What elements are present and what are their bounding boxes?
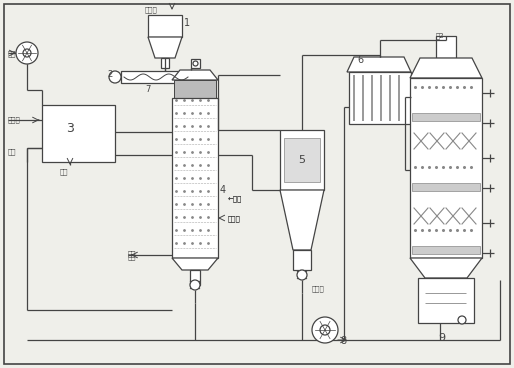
Bar: [161, 58, 169, 68]
Polygon shape: [172, 258, 218, 270]
Bar: [42, 105, 115, 162]
Circle shape: [109, 71, 121, 83]
Text: ←蒸汽: ←蒸汽: [228, 195, 243, 202]
Polygon shape: [410, 258, 482, 278]
Bar: [148, 15, 182, 37]
Circle shape: [193, 61, 198, 66]
Bar: [412, 246, 480, 254]
Polygon shape: [148, 37, 182, 58]
Text: 4: 4: [220, 185, 226, 195]
Circle shape: [16, 42, 38, 64]
Text: ←蒸汽: ←蒸汽: [228, 195, 243, 202]
Text: 锅炉: 锅炉: [128, 253, 137, 259]
Bar: [191, 59, 200, 68]
Text: 燃气: 燃气: [60, 168, 68, 174]
Text: 空气: 空气: [8, 50, 16, 57]
Text: 7: 7: [145, 85, 151, 94]
Polygon shape: [410, 58, 482, 78]
Bar: [412, 113, 480, 121]
Text: 冷凝水: 冷凝水: [228, 215, 241, 222]
Polygon shape: [280, 190, 324, 250]
Bar: [436, 36, 456, 58]
Circle shape: [312, 317, 338, 343]
Polygon shape: [347, 57, 411, 72]
Text: 5: 5: [299, 155, 305, 165]
Text: 排气: 排气: [8, 148, 16, 155]
Bar: [349, 72, 411, 124]
Bar: [412, 183, 480, 191]
Text: 9: 9: [438, 333, 445, 343]
Bar: [172, 98, 218, 258]
Text: 8: 8: [340, 336, 346, 346]
Bar: [293, 250, 311, 270]
Bar: [190, 270, 200, 285]
Bar: [418, 278, 474, 323]
Text: 2: 2: [107, 70, 112, 79]
Text: 出2: 出2: [436, 32, 445, 39]
Bar: [174, 80, 216, 98]
Circle shape: [190, 280, 200, 290]
Bar: [280, 130, 324, 190]
Text: 螺杆泵: 螺杆泵: [145, 6, 158, 13]
Text: 锅炉: 锅炉: [128, 250, 137, 256]
Text: 干料出: 干料出: [312, 285, 325, 291]
Text: 3: 3: [66, 121, 74, 134]
Bar: [121, 71, 191, 83]
Circle shape: [23, 49, 31, 57]
Text: 1: 1: [184, 18, 190, 28]
Text: 二次气: 二次气: [8, 116, 21, 123]
Bar: [410, 78, 482, 258]
Bar: [284, 138, 320, 182]
Circle shape: [297, 270, 307, 280]
Circle shape: [458, 316, 466, 324]
Circle shape: [320, 325, 330, 335]
Text: 冷凝水: 冷凝水: [228, 215, 241, 222]
Text: 6: 6: [357, 55, 363, 65]
Polygon shape: [172, 70, 218, 80]
